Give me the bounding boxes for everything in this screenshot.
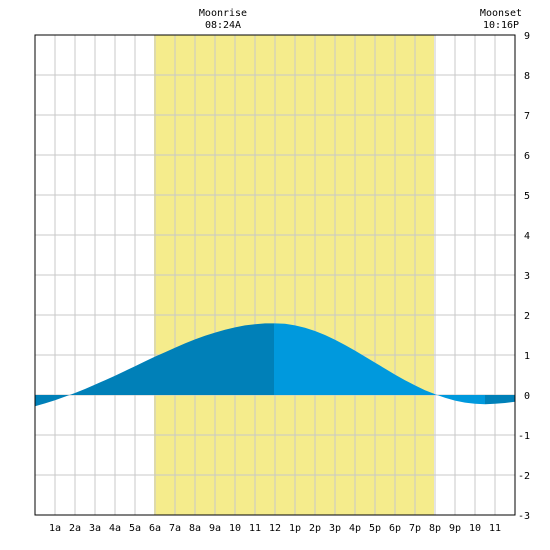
y-tick-label: 4 [524, 231, 530, 242]
y-tick-label: -1 [518, 431, 530, 442]
plot-frame [34, 34, 516, 516]
x-tick-label: 3a [89, 523, 101, 534]
y-tick-label: 2 [524, 311, 530, 322]
y-axis-labels: -3 -2 -1 0 1 2 3 4 5 6 7 8 9 [518, 31, 530, 522]
annotation-time: 10:16P [483, 20, 519, 31]
x-tick-label: 10 [229, 523, 241, 534]
y-tick-label: 0 [524, 391, 530, 402]
x-tick-label: 7a [169, 523, 181, 534]
y-tick-label: 7 [524, 111, 530, 122]
x-tick-label: 11 [489, 523, 501, 534]
tide-segment-dark [74, 323, 274, 395]
x-tick-label: 1a [49, 523, 61, 534]
x-tick-label: 6a [149, 523, 161, 534]
y-tick-label: 3 [524, 271, 530, 282]
x-axis-labels: 1a 2a 3a 4a 5a 6a 7a 8a 9a 10 11 12 1p 2p 3p 4p 5p 6p 7p 8p… [49, 523, 501, 534]
tide-segment-dark [485, 395, 515, 405]
y-tick-label: 9 [524, 31, 530, 42]
grid-layer [35, 35, 515, 515]
y-tick-label: 8 [524, 71, 530, 82]
x-tick-label: 4a [109, 523, 121, 534]
x-tick-label: 5a [129, 523, 141, 534]
x-tick-label: 9p [449, 523, 461, 534]
x-tick-label: 6p [389, 523, 401, 534]
x-tick-label: 9a [209, 523, 221, 534]
x-tick-label: 10 [469, 523, 481, 534]
y-tick-label: 5 [524, 191, 530, 202]
y-tick-label: 6 [524, 151, 530, 162]
x-tick-label: 5p [369, 523, 381, 534]
annotation-time: 08:24A [205, 20, 241, 31]
y-tick-label: -3 [518, 511, 530, 522]
tide-segment-light [274, 323, 434, 395]
x-tick-label: 7p [409, 523, 421, 534]
x-tick-label: 11 [249, 523, 261, 534]
y-tick-label: 1 [524, 351, 530, 362]
x-tick-label: 12 [269, 523, 281, 534]
x-tick-label: 3p [329, 523, 341, 534]
tide-segment-light [434, 393, 485, 405]
y-tick-label: -2 [518, 471, 530, 482]
x-tick-label: 1p [289, 523, 301, 534]
annotation-title: Moonset [480, 8, 522, 19]
tide-layer [35, 323, 515, 407]
x-tick-label: 8a [189, 523, 201, 534]
tide-segment-dark [35, 393, 74, 407]
x-tick-label: 2p [309, 523, 321, 534]
x-tick-label: 4p [349, 523, 361, 534]
annotation-title: Moonrise [199, 8, 247, 19]
x-tick-label: 2a [69, 523, 81, 534]
x-tick-label: 8p [429, 523, 441, 534]
